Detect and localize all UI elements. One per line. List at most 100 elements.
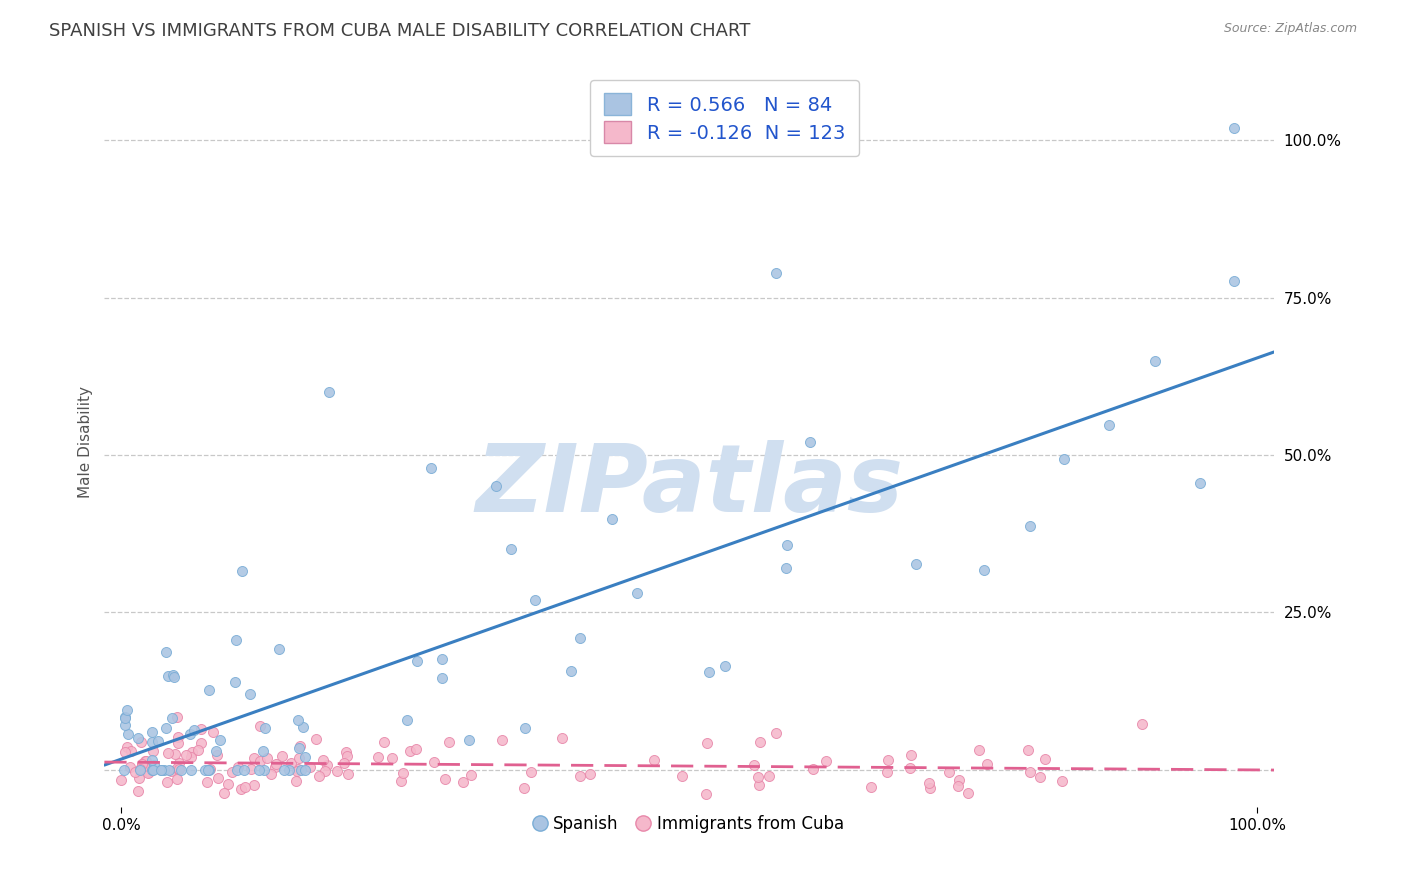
Point — [671, 769, 693, 783]
Point — [221, 765, 243, 780]
Point — [1130, 716, 1153, 731]
Point — [155, 645, 177, 659]
Point — [776, 538, 799, 552]
Point — [160, 711, 183, 725]
Point — [305, 731, 328, 746]
Point — [898, 761, 921, 775]
Point — [520, 765, 543, 780]
Point — [163, 670, 186, 684]
Point — [284, 773, 307, 788]
Point — [238, 688, 260, 702]
Point — [129, 735, 152, 749]
Point — [406, 654, 429, 668]
Point — [453, 774, 475, 789]
Point — [127, 784, 149, 798]
Point — [260, 766, 283, 780]
Point — [150, 763, 173, 777]
Point — [249, 754, 271, 768]
Point — [918, 776, 941, 790]
Point — [294, 749, 316, 764]
Point — [256, 750, 278, 764]
Point — [179, 727, 201, 741]
Point — [513, 722, 536, 736]
Point — [167, 762, 190, 776]
Point — [163, 747, 186, 761]
Point — [157, 669, 180, 683]
Point — [1053, 451, 1076, 466]
Point — [287, 713, 309, 727]
Point — [948, 772, 970, 787]
Point — [290, 739, 312, 753]
Point — [120, 744, 142, 758]
Point — [264, 760, 287, 774]
Point — [1223, 120, 1246, 135]
Point — [900, 748, 922, 763]
Point — [434, 772, 457, 787]
Point — [499, 542, 522, 557]
Point — [973, 563, 995, 577]
Point — [252, 743, 274, 757]
Point — [127, 731, 149, 745]
Point — [643, 753, 665, 767]
Point — [129, 763, 152, 777]
Point — [249, 719, 271, 733]
Point — [142, 763, 165, 777]
Point — [207, 771, 229, 785]
Point — [336, 749, 359, 764]
Point — [579, 767, 602, 781]
Point — [1098, 417, 1121, 432]
Point — [141, 734, 163, 748]
Point — [799, 435, 821, 450]
Point — [946, 779, 969, 793]
Point — [294, 763, 316, 777]
Point — [155, 721, 177, 735]
Point — [814, 754, 837, 768]
Point — [326, 764, 349, 778]
Point — [269, 642, 291, 657]
Point — [1019, 765, 1042, 780]
Point — [381, 751, 404, 765]
Point — [389, 774, 412, 789]
Point — [1050, 773, 1073, 788]
Point — [114, 710, 136, 724]
Point — [142, 744, 165, 758]
Point — [430, 671, 453, 685]
Point — [198, 763, 221, 777]
Point — [801, 762, 824, 776]
Point — [156, 774, 179, 789]
Point — [1223, 274, 1246, 288]
Point — [877, 754, 900, 768]
Point — [141, 725, 163, 739]
Point — [166, 709, 188, 723]
Point — [405, 742, 427, 756]
Point — [335, 745, 357, 759]
Point — [167, 756, 190, 771]
Point — [430, 652, 453, 666]
Point — [373, 735, 395, 749]
Point — [166, 736, 188, 750]
Point — [114, 711, 136, 725]
Point — [134, 759, 156, 773]
Text: ZIPatlas: ZIPatlas — [475, 441, 903, 533]
Point — [699, 665, 721, 679]
Point — [131, 756, 153, 771]
Point — [695, 787, 717, 801]
Point — [117, 726, 139, 740]
Point — [696, 736, 718, 750]
Point — [183, 723, 205, 737]
Point — [457, 733, 479, 747]
Point — [264, 757, 287, 772]
Point — [287, 762, 309, 776]
Point — [247, 763, 270, 777]
Point — [226, 760, 249, 774]
Point — [423, 755, 446, 769]
Point — [299, 760, 322, 774]
Point — [316, 757, 339, 772]
Point — [180, 750, 202, 764]
Point — [967, 742, 990, 756]
Point — [460, 768, 482, 782]
Point — [280, 756, 302, 771]
Point — [207, 747, 229, 762]
Point — [190, 723, 212, 737]
Point — [333, 756, 356, 771]
